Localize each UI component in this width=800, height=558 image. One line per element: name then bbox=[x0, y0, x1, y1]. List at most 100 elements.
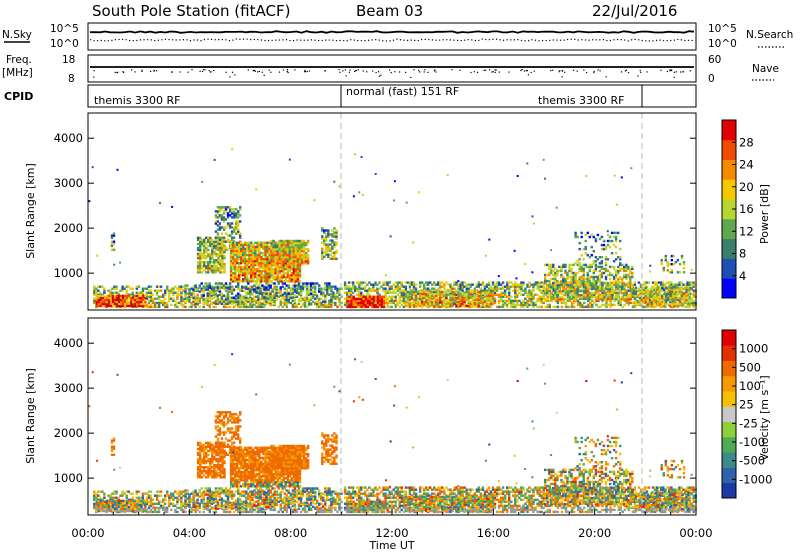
power-cell bbox=[546, 288, 548, 290]
power-cell bbox=[180, 292, 182, 294]
power-cell bbox=[510, 281, 512, 283]
freq-tick-high: 18 bbox=[62, 54, 75, 66]
power-cell bbox=[433, 299, 435, 301]
power-cell bbox=[156, 292, 158, 294]
power-cell bbox=[587, 232, 589, 234]
power-cell bbox=[160, 300, 162, 302]
power-cell bbox=[273, 286, 275, 288]
power-cell bbox=[593, 302, 595, 304]
power-cell bbox=[579, 242, 581, 244]
nave-point bbox=[435, 71, 436, 72]
nave-point bbox=[117, 72, 118, 73]
power-cell bbox=[502, 281, 504, 283]
power-cell bbox=[239, 299, 241, 301]
nave-point bbox=[248, 69, 249, 70]
nave-point bbox=[640, 70, 641, 71]
power-cell bbox=[478, 281, 480, 283]
power-cell bbox=[205, 282, 207, 284]
power-cell bbox=[365, 296, 367, 298]
power-cell bbox=[653, 289, 655, 291]
power-cell bbox=[205, 299, 207, 301]
power-cell bbox=[205, 247, 207, 249]
power-cell bbox=[266, 270, 268, 272]
power-cell bbox=[615, 288, 617, 290]
nave-point bbox=[264, 75, 265, 76]
power-cell bbox=[335, 229, 337, 231]
power-cell bbox=[257, 301, 259, 303]
power-cell bbox=[312, 284, 314, 286]
power-cell bbox=[522, 284, 524, 286]
nave-point bbox=[646, 71, 647, 72]
nave-point bbox=[279, 72, 280, 73]
power-cell bbox=[607, 304, 609, 306]
nave-point bbox=[269, 70, 270, 71]
power-cell bbox=[576, 288, 578, 290]
nave-point bbox=[628, 72, 629, 73]
power-cell bbox=[623, 266, 625, 268]
power-cell bbox=[585, 282, 587, 284]
power-cell bbox=[265, 282, 267, 284]
power-cell bbox=[229, 282, 231, 284]
power-cell bbox=[237, 210, 239, 212]
power-cell bbox=[550, 292, 552, 294]
power-cell bbox=[607, 282, 609, 284]
power-cell bbox=[242, 244, 244, 246]
power-cell bbox=[607, 234, 609, 236]
nave-point bbox=[156, 70, 157, 71]
power-cell bbox=[281, 274, 283, 276]
power-cell bbox=[378, 281, 380, 283]
power-cell bbox=[219, 210, 221, 212]
power-cell bbox=[486, 293, 488, 295]
power-cell bbox=[237, 282, 239, 284]
nave-point bbox=[115, 72, 116, 73]
power-cell bbox=[544, 298, 546, 300]
power-cell bbox=[433, 288, 435, 290]
power-cell bbox=[492, 281, 494, 283]
power-cell bbox=[219, 269, 221, 271]
power-cell bbox=[570, 272, 572, 274]
nave-point bbox=[410, 77, 411, 78]
power-cell bbox=[182, 290, 184, 292]
nave-point bbox=[131, 69, 132, 70]
nsky-label: N.Sky bbox=[2, 29, 32, 41]
power-cell bbox=[653, 291, 655, 293]
power-cell bbox=[554, 280, 556, 282]
power-cell bbox=[250, 270, 252, 272]
power-cell bbox=[227, 206, 229, 208]
power-cell bbox=[478, 291, 480, 293]
power-cell bbox=[648, 281, 650, 283]
power-cell bbox=[297, 254, 299, 256]
power-cell bbox=[99, 292, 101, 294]
power-cell bbox=[585, 246, 587, 248]
power-cell bbox=[128, 301, 130, 303]
power-cell bbox=[152, 294, 154, 296]
power-cell bbox=[690, 284, 692, 286]
nave-point bbox=[226, 72, 227, 73]
power-cell bbox=[221, 259, 223, 261]
power-cell bbox=[170, 304, 172, 306]
power-cell bbox=[603, 272, 605, 274]
power-cell bbox=[196, 294, 198, 296]
power-cell bbox=[307, 250, 309, 252]
power-cell bbox=[581, 254, 583, 256]
power-cell bbox=[593, 284, 595, 286]
power-cell bbox=[174, 300, 176, 302]
power-cell bbox=[306, 290, 308, 292]
power-cell bbox=[583, 302, 585, 304]
power-cell bbox=[562, 288, 564, 290]
power-cell bbox=[335, 258, 337, 260]
power-cell bbox=[144, 299, 146, 301]
power-cell bbox=[197, 247, 199, 249]
power-cell bbox=[298, 284, 300, 286]
power-cell bbox=[605, 262, 607, 264]
power-cell bbox=[415, 284, 417, 286]
nave-point bbox=[232, 72, 233, 73]
nave-point bbox=[451, 69, 452, 70]
power-cell bbox=[297, 258, 299, 260]
power-cell bbox=[576, 272, 578, 274]
power-cell bbox=[227, 234, 229, 236]
power-cell bbox=[593, 276, 595, 278]
power-cell bbox=[211, 303, 213, 305]
power-cell bbox=[541, 306, 543, 308]
power-cell bbox=[504, 292, 506, 294]
